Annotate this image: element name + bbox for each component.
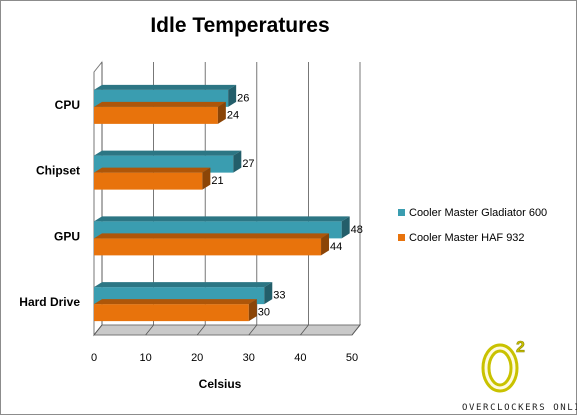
bar-hard-drive-series-2 bbox=[94, 299, 257, 322]
bar-end bbox=[233, 150, 242, 173]
x-tick-label: 40 bbox=[294, 352, 306, 364]
bar-top bbox=[94, 216, 350, 222]
overclockers-online-logo: 2 OVERCLOCKERS ONLINE bbox=[462, 339, 577, 413]
bar-end bbox=[202, 167, 211, 190]
category-label: Chipset bbox=[36, 164, 80, 178]
legend-swatch bbox=[398, 209, 405, 216]
legend-label: Cooler Master HAF 932 bbox=[409, 232, 525, 244]
bar-end bbox=[321, 233, 330, 256]
data-label: 44 bbox=[330, 241, 342, 253]
bar-top bbox=[94, 101, 226, 107]
bar-top bbox=[94, 167, 211, 173]
bar-top bbox=[94, 299, 257, 305]
legend-swatch bbox=[398, 234, 405, 241]
bar-end bbox=[248, 299, 257, 322]
data-label: 26 bbox=[237, 92, 249, 104]
floor-gridline bbox=[93, 324, 103, 336]
bar-front bbox=[94, 106, 218, 124]
x-tick-label: 50 bbox=[346, 352, 358, 364]
floor-gridline bbox=[248, 324, 258, 336]
bar-front bbox=[94, 172, 203, 190]
bar-end bbox=[341, 216, 350, 239]
data-label: 30 bbox=[258, 307, 270, 319]
floor-gridline bbox=[196, 324, 206, 336]
floor-gridline bbox=[351, 324, 361, 336]
category-label: GPU bbox=[54, 229, 80, 243]
data-label: 33 bbox=[273, 290, 285, 302]
plot-walls bbox=[92, 60, 362, 337]
bar-end bbox=[228, 84, 237, 107]
bar-chipset-series-2 bbox=[94, 167, 211, 190]
data-label: 48 bbox=[351, 224, 363, 236]
bar-top bbox=[94, 282, 273, 288]
data-label: 21 bbox=[211, 175, 223, 187]
x-axis-title: Celsius bbox=[199, 377, 242, 391]
x-tick-label: 30 bbox=[243, 352, 255, 364]
x-tick-label: 20 bbox=[191, 352, 203, 364]
bar-end bbox=[217, 101, 226, 124]
chart-title: Idle Temperatures bbox=[150, 14, 329, 37]
x-tick-label: 0 bbox=[91, 352, 97, 364]
watermark-caption: OVERCLOCKERS ONLINE bbox=[462, 403, 577, 413]
logo-superscript: 2 bbox=[516, 339, 525, 356]
bar-top bbox=[94, 84, 237, 90]
category-labels: CPU Chipset GPU Hard Drive bbox=[19, 98, 80, 309]
floor-gridline bbox=[145, 324, 154, 336]
x-tick-labels: 0 10 20 30 40 50 bbox=[91, 352, 358, 364]
floor bbox=[92, 324, 362, 336]
logo-ring-highlight bbox=[484, 346, 516, 390]
bar-cpu-series-2 bbox=[94, 101, 226, 124]
bar-front bbox=[94, 238, 322, 256]
bar-top bbox=[94, 233, 330, 239]
data-label: 24 bbox=[227, 109, 239, 121]
bar-end bbox=[264, 282, 273, 305]
data-label: 27 bbox=[242, 158, 254, 170]
bars bbox=[94, 84, 350, 322]
x-tick-label: 10 bbox=[139, 352, 151, 364]
floor-gridline bbox=[300, 324, 309, 336]
legend: Cooler Master Gladiator 600 Cooler Master… bbox=[398, 207, 547, 244]
category-label: CPU bbox=[55, 98, 80, 112]
bar-top bbox=[94, 150, 242, 156]
bar-front bbox=[94, 304, 249, 322]
bar-gpu-series-2 bbox=[94, 233, 330, 256]
category-label: Hard Drive bbox=[19, 295, 80, 309]
legend-label: Cooler Master Gladiator 600 bbox=[409, 207, 547, 219]
